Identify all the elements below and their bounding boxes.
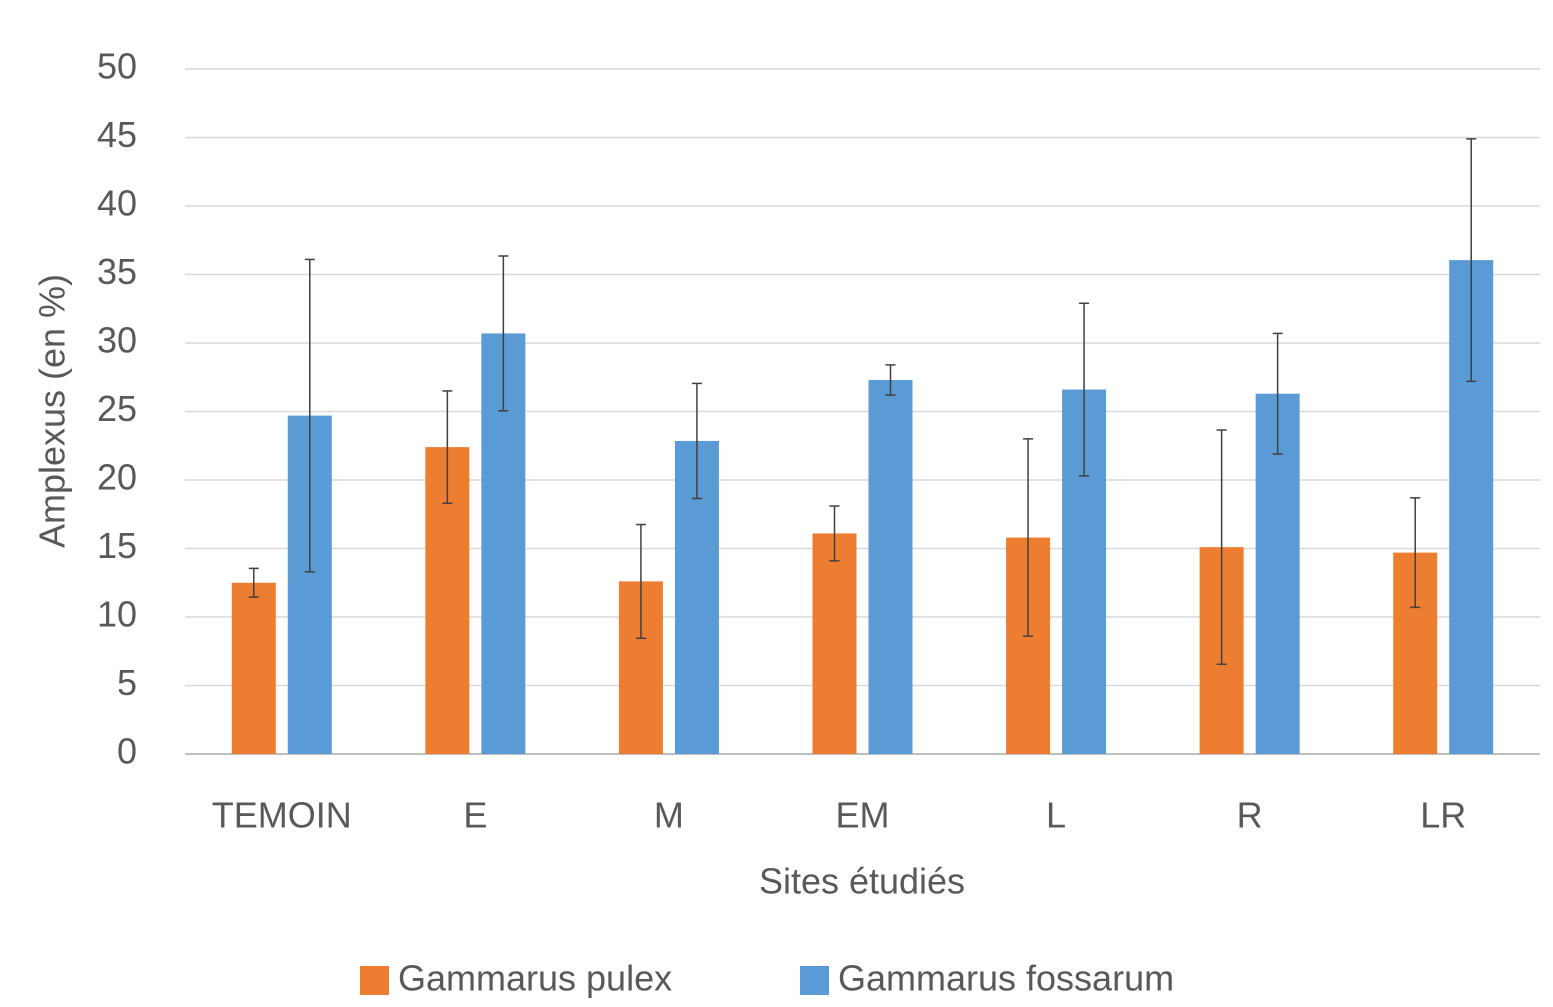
y-tick-label: 35 <box>97 251 137 292</box>
legend-label: Gammarus fossarum <box>838 958 1174 999</box>
error-bar <box>1023 438 1034 637</box>
error-bar <box>498 255 509 412</box>
x-tick-label: EM <box>836 795 890 836</box>
y-tick-label: 20 <box>97 457 137 498</box>
y-axis-label: Amplexus (en %) <box>32 274 73 548</box>
x-tick-label: E <box>463 795 487 836</box>
legend-label: Gammarus pulex <box>398 958 672 999</box>
y-tick-label: 10 <box>97 594 137 635</box>
x-tick-label: L <box>1046 795 1066 836</box>
x-tick-label: LR <box>1420 795 1466 836</box>
error-bar <box>829 505 840 562</box>
bar <box>868 379 913 754</box>
bar <box>812 533 857 754</box>
error-bar <box>635 523 646 639</box>
legend-swatch <box>360 966 389 995</box>
y-tick-label: 25 <box>97 388 137 429</box>
y-tick-label: 0 <box>117 731 137 772</box>
error-bar <box>885 364 896 396</box>
error-bar <box>1272 332 1283 455</box>
error-bar <box>1079 302 1090 477</box>
y-tick-label: 5 <box>117 662 137 703</box>
y-tick-label: 50 <box>97 46 137 87</box>
y-tick-label: 45 <box>97 114 137 155</box>
error-bar <box>1466 138 1477 383</box>
y-tick-label: 15 <box>97 525 137 566</box>
legend-swatch <box>800 966 829 995</box>
error-bar <box>248 567 259 598</box>
y-tick-label: 30 <box>97 320 137 361</box>
bar <box>231 582 276 754</box>
x-axis-label: Sites étudiés <box>759 861 965 902</box>
x-tick-label: TEMOIN <box>212 795 352 836</box>
error-bar <box>1216 429 1227 666</box>
y-tick-label: 40 <box>97 183 137 224</box>
error-bar <box>1410 497 1421 609</box>
x-tick-label: M <box>654 795 684 836</box>
error-bar <box>304 258 315 573</box>
error-bar <box>442 390 453 505</box>
x-tick-label: R <box>1237 795 1263 836</box>
error-bar <box>691 382 702 500</box>
